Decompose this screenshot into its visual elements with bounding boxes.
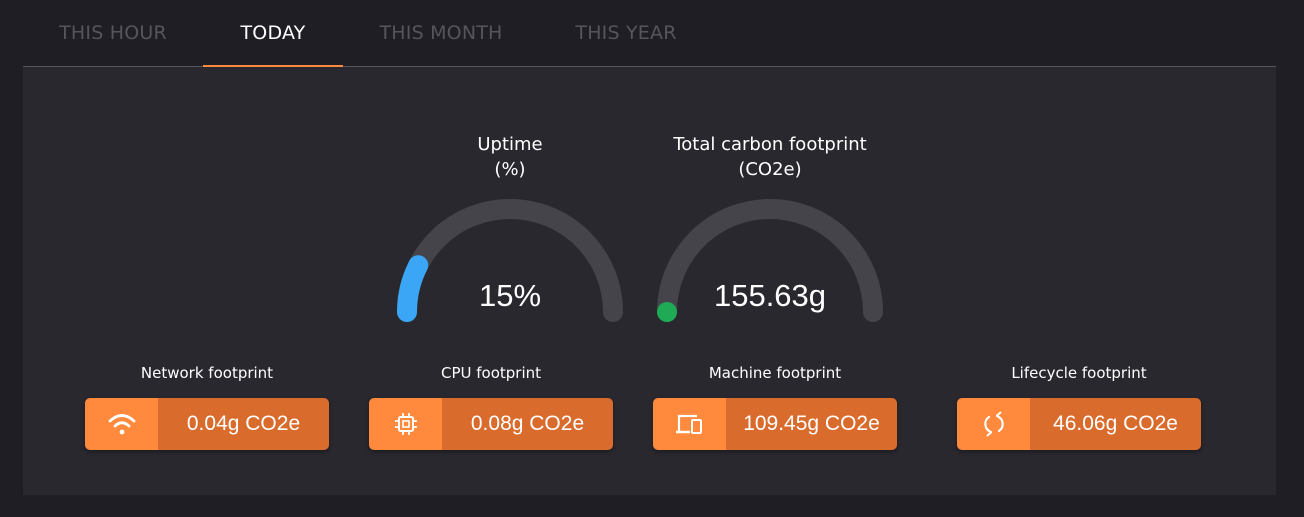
uptime-gauge-arc: [397, 199, 623, 322]
carbon-gauge-unit: (CO2e): [738, 159, 802, 180]
machine-footprint-box: 109.45g CO2e: [653, 398, 897, 450]
tab-this-month[interactable]: THIS MONTH: [363, 0, 519, 66]
tab-label: THIS YEAR: [575, 22, 677, 44]
tab-this-hour[interactable]: THIS HOUR: [33, 0, 193, 66]
uptime-gauge-value: 15%: [478, 278, 542, 313]
lifecycle-footprint-card: Lifecycle footprint 46.06g CO2e: [957, 360, 1201, 450]
machine-footprint-label: Machine footprint: [708, 364, 842, 382]
active-tab-indicator: [203, 65, 343, 67]
machine-footprint-value: 109.45g CO2e: [726, 398, 897, 450]
carbon-gauge: Total carbon footprint (CO2e) 155.63g: [645, 128, 895, 328]
machine-footprint-card: Machine footprint 109.45g CO2e: [653, 360, 897, 450]
tab-label: THIS HOUR: [59, 22, 167, 44]
cpu-footprint-box: 0.08g CO2e: [369, 398, 613, 450]
devices-icon: [653, 398, 726, 450]
carbon-gauge-title: Total carbon footprint: [673, 134, 867, 155]
cpu-footprint-label: CPU footprint: [440, 364, 542, 382]
recycle-arrows-icon: [957, 398, 1030, 450]
tab-label: TODAY: [240, 22, 306, 44]
network-footprint-card: Network footprint 0.04g CO2e: [85, 360, 329, 450]
network-footprint-label: Network footprint: [140, 364, 274, 382]
cpu-footprint-card: CPU footprint 0.08g CO2e: [369, 360, 613, 450]
network-footprint-box: 0.04g CO2e: [85, 398, 329, 450]
uptime-gauge-unit: (%): [494, 159, 526, 180]
tab-label: THIS MONTH: [379, 22, 503, 44]
carbon-gauge-arc: [657, 199, 883, 322]
carbon-gauge-marker: [657, 302, 677, 322]
lifecycle-footprint-box: 46.06g CO2e: [957, 398, 1201, 450]
carbon-gauge-track: [657, 199, 883, 322]
tab-today[interactable]: TODAY: [203, 0, 343, 67]
lifecycle-footprint-label: Lifecycle footprint: [1011, 364, 1147, 382]
carbon-gauge-value: 155.63g: [713, 278, 827, 313]
period-tabs: THIS HOUR TODAY THIS MONTH THIS YEAR: [23, 0, 1276, 67]
lifecycle-footprint-value: 46.06g CO2e: [1030, 398, 1201, 450]
cpu-chip-icon: [369, 398, 442, 450]
cpu-footprint-value: 0.08g CO2e: [442, 398, 613, 450]
wifi-icon: [85, 398, 158, 450]
uptime-gauge-fill: [397, 255, 429, 322]
tab-this-year[interactable]: THIS YEAR: [559, 0, 693, 66]
uptime-gauge: Uptime (%) 15%: [385, 128, 635, 328]
uptime-gauge-title: Uptime: [477, 134, 543, 155]
network-footprint-value: 0.04g CO2e: [158, 398, 329, 450]
